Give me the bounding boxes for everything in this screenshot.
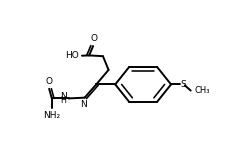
- Text: S: S: [179, 80, 185, 89]
- Text: HO: HO: [65, 51, 79, 60]
- Text: CH₃: CH₃: [194, 86, 209, 95]
- Text: H: H: [60, 96, 66, 105]
- Text: N: N: [60, 92, 66, 101]
- Text: O: O: [45, 77, 52, 86]
- Text: N: N: [80, 100, 87, 109]
- Text: O: O: [91, 34, 98, 43]
- Text: NH₂: NH₂: [43, 111, 60, 120]
